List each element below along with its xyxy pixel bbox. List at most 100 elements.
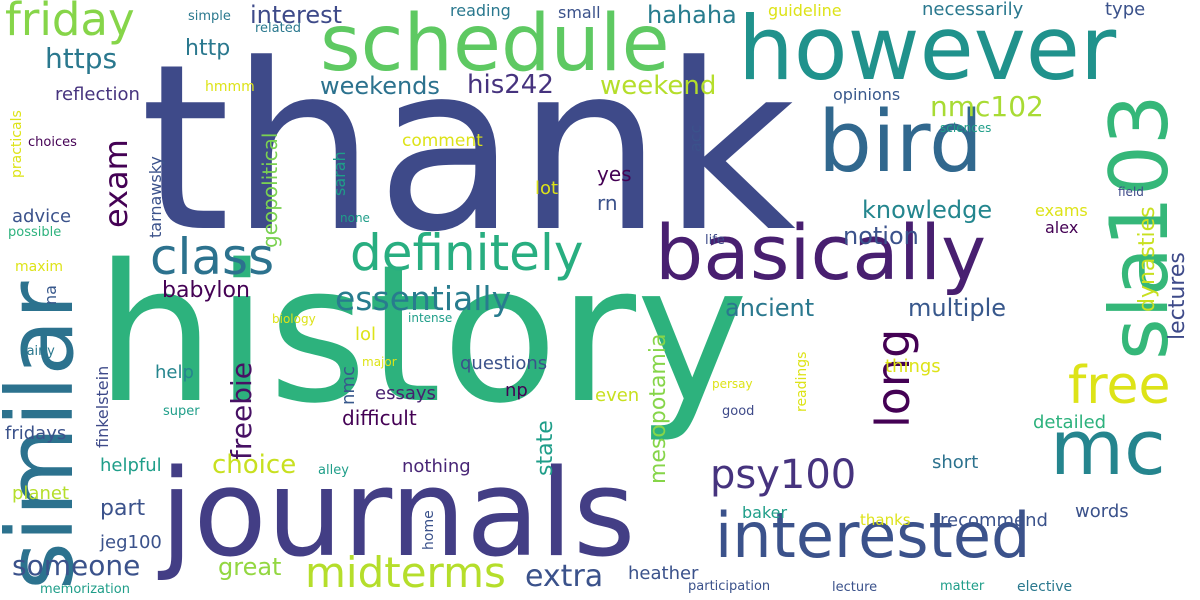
word: essentially [335,279,512,318]
word: simple [188,9,231,24]
word: super [163,404,200,419]
word: helpful [100,455,162,476]
word: weekends [320,72,440,100]
word: reading [450,1,511,20]
word: intense [408,311,453,325]
word: jeg100 [100,532,162,553]
word: matter [940,579,985,594]
word: hahaha [647,1,737,29]
word: ancient [725,294,815,322]
word: psy100 [710,452,857,498]
word: geopolitical [258,132,282,249]
word: good [722,404,755,419]
word: heather [628,563,699,584]
word: comment [402,131,483,151]
word: related [255,21,301,36]
word: maxim [15,259,64,275]
word: major [362,355,397,369]
word: hmmm [205,79,255,95]
word: memorization [40,582,130,597]
word: na [41,285,60,305]
word: participation [688,579,771,594]
word: someone [12,549,141,582]
word: choices [28,135,77,150]
word: https [45,42,118,75]
word: interest [250,1,343,29]
word: finkelstein [93,365,112,448]
word: weekend [600,71,717,101]
word: class [150,228,275,286]
word: none [340,211,370,225]
word: long [866,328,920,428]
word: fridays [5,423,67,444]
word: advice [12,206,72,227]
word: babylon [162,278,250,303]
word: exams [1035,201,1088,220]
word: notion [843,222,919,250]
word: http [185,36,231,61]
word: schedule [320,0,670,89]
word: alex [1045,218,1079,237]
word: lectures [1165,252,1190,340]
word: fairly [22,344,55,359]
word: sarah [330,151,349,196]
word: persay [712,377,753,391]
word: elective [1017,579,1073,595]
word: multiple [908,294,1007,322]
word: tarnawsky [146,156,165,238]
word: possible [8,225,62,240]
word: reflection [55,84,140,105]
word: short [932,452,979,473]
word: questions [460,353,548,374]
word: yes [597,162,632,186]
word: extra [525,559,604,594]
word: alley [318,463,349,478]
word: interested [715,499,1031,572]
word: part [100,496,146,521]
word: readings [794,351,810,412]
word: nmc102 [930,90,1044,123]
word: nothing [402,456,471,477]
word: biology [272,312,316,326]
word: necessarily [922,0,1024,20]
word: his242 [467,70,554,100]
word: even [595,385,640,406]
word: great [218,553,282,581]
word: bird [818,93,983,192]
word: midterms [305,548,506,597]
word: state [533,420,558,476]
word: lecture [832,580,878,595]
word: type [1105,0,1146,20]
word: life [705,233,725,248]
word: practicals [9,110,25,178]
word: help [155,362,194,383]
word: choice [212,450,297,480]
word: things [885,356,941,377]
word: however [738,0,1117,100]
word: nmc [338,366,359,405]
word: field [1118,185,1144,199]
word: thanks [860,511,911,529]
word: difficult [342,406,417,430]
word: baker [742,503,788,522]
word: essays [375,383,436,404]
word: home [421,510,437,550]
word: friday [5,0,135,46]
word: rn [597,191,618,215]
word: recommend [940,510,1048,531]
word: planet [12,483,69,504]
word: dynasties [1135,206,1160,312]
word: lot [535,178,559,199]
word: np [505,380,528,401]
word: free [1068,356,1171,416]
word: thank [140,16,796,283]
word: mc [1050,403,1166,492]
word: exam [97,139,135,228]
word: detailed [1033,412,1107,433]
word: words [1075,501,1129,522]
word: mesopotamia [646,333,671,484]
word: basically [655,208,987,297]
word: guideline [768,1,842,20]
word: knowledge [862,196,993,224]
